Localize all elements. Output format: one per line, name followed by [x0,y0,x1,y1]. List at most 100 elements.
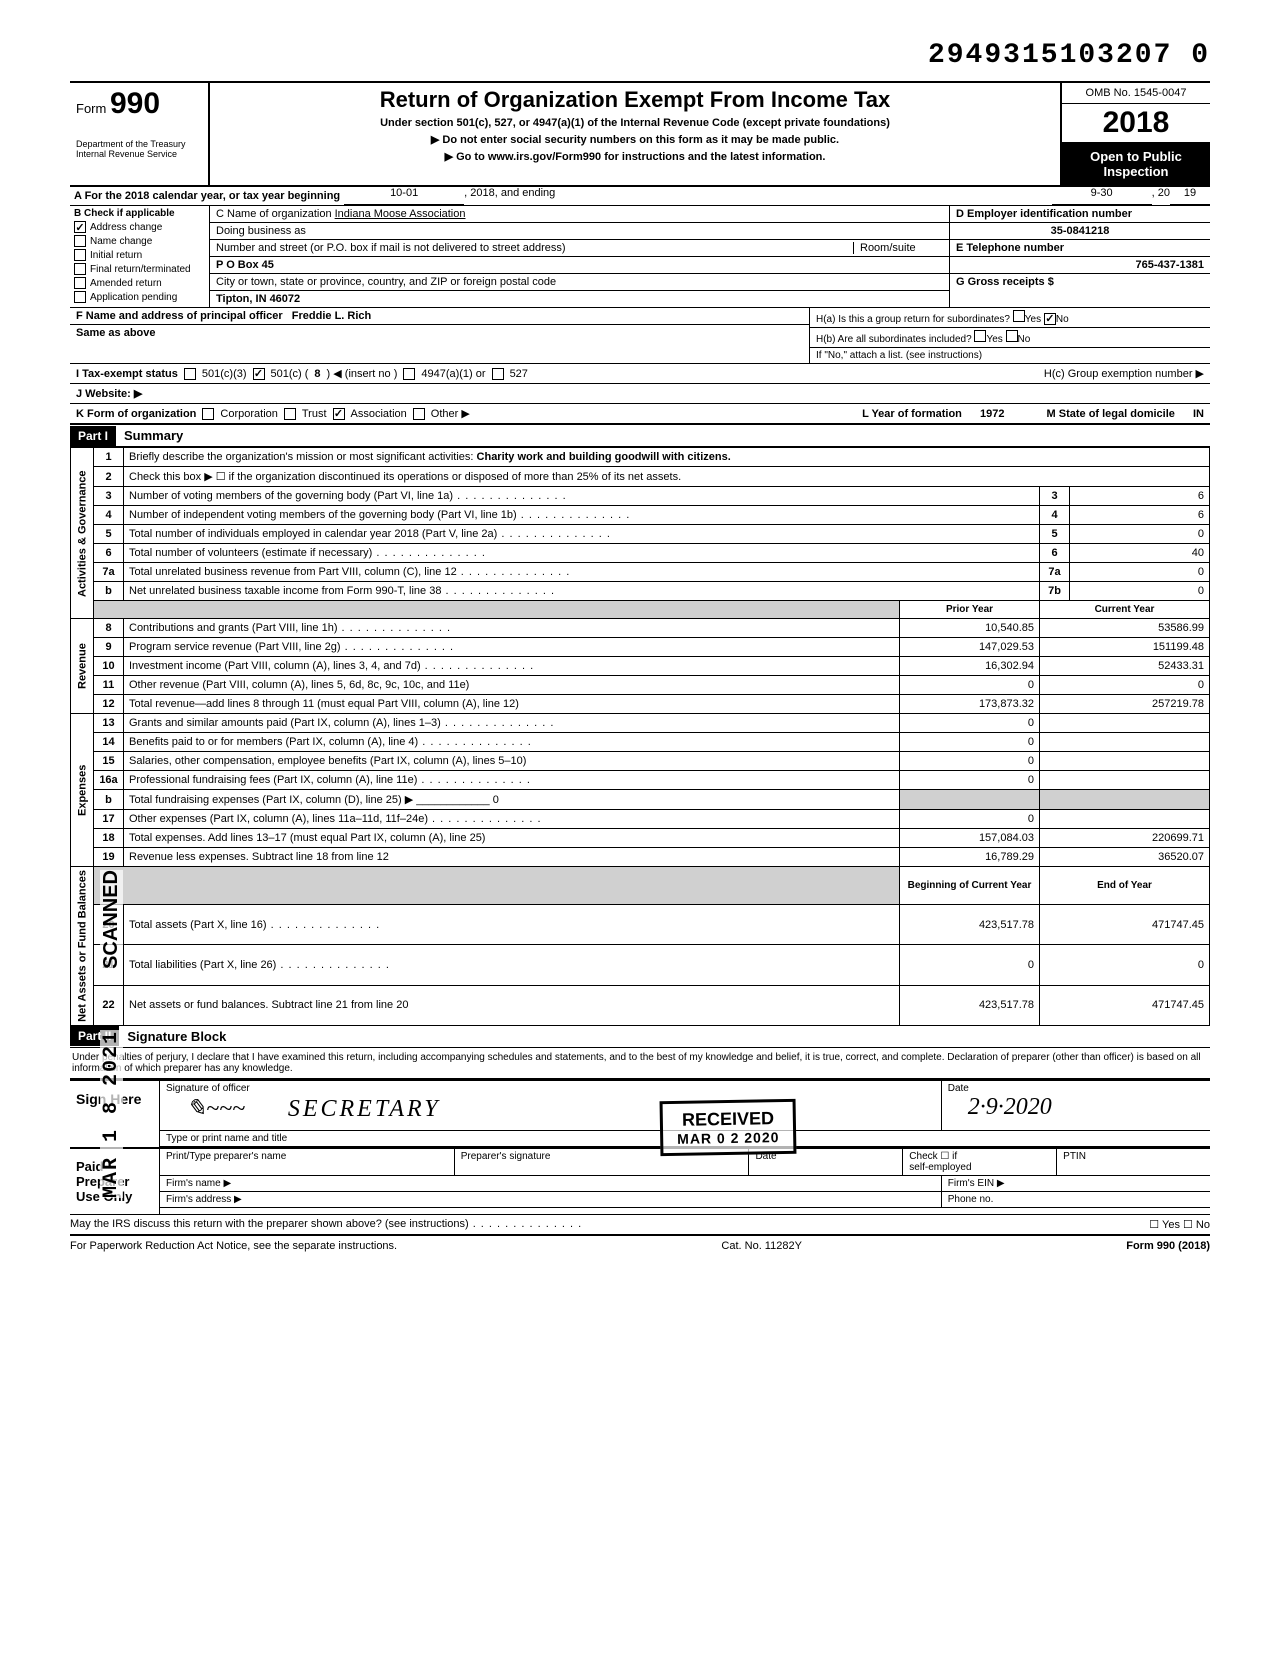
501c-num: 8 [314,368,320,380]
l-value: 1972 [980,408,1004,420]
fy-end: 9-30 [1052,187,1152,205]
side-net-assets: Net Assets or Fund Balances [71,867,94,1026]
part1-header-row: Part I Summary [70,425,1210,447]
phone-label: E Telephone number [950,240,1210,257]
line16b-text: Total fundraising expenses (Part IX, col… [124,790,900,810]
firm-ein-label: Firm's EIN ▶ [942,1176,1210,1191]
ha-no[interactable]: ✓ [1044,313,1056,325]
row-j-label: J Website: ▶ [76,387,142,400]
perjury-statement: Under penalties of perjury, I declare th… [70,1048,1210,1079]
form-header: Form 990 Department of the Treasury Inte… [70,81,1210,187]
hb-label: H(b) Are all subordinates included? [816,334,972,345]
form-note-url: ▶ Go to www.irs.gov/Form990 for instruct… [216,150,1054,163]
line3-text: Number of voting members of the governin… [124,487,1040,506]
hb-no[interactable] [1006,330,1018,342]
line8-prior: 10,540.85 [900,619,1040,638]
officer-same: Same as above [70,325,809,341]
firm-name-label: Firm's name ▶ [160,1176,942,1191]
line20-text: Total assets (Part X, line 16) [124,905,900,945]
line5-val: 0 [1070,525,1210,544]
stamp-received-date: MAR 0 2 2020 [677,1129,780,1147]
chk-initial-return[interactable]: Initial return [74,249,205,261]
ein-label: D Employer identification number [950,206,1210,223]
footer-mid: Cat. No. 11282Y [721,1240,802,1252]
omb-number: OMB No. 1545-0047 [1062,83,1210,104]
side-revenue: Revenue [71,619,94,714]
side-expenses: Expenses [71,714,94,867]
col-b-header: B Check if applicable [74,208,205,219]
gross-receipts-label: G Gross receipts $ [950,274,1210,290]
line7b-text: Net unrelated business taxable income fr… [124,582,1040,601]
line8-curr: 53586.99 [1040,619,1210,638]
page-footer: For Paperwork Reduction Act Notice, see … [70,1236,1210,1256]
city-value: Tipton, IN 46072 [210,291,949,307]
line9-text: Program service revenue (Part VIII, line… [124,638,900,657]
stamp-scanned: SCANNED [100,870,123,969]
firm-addr-label: Firm's address ▶ [160,1192,942,1207]
form-subtitle: Under section 501(c), 527, or 4947(a)(1)… [216,117,1054,129]
row-k-label: K Form of organization [76,408,196,420]
chk-name-change[interactable]: Name change [74,235,205,247]
chk-amended[interactable]: Amended return [74,277,205,289]
org-name-label: C Name of organization [216,208,332,220]
chk-assoc[interactable]: ✓ [333,408,345,420]
footer-left: For Paperwork Reduction Act Notice, see … [70,1240,397,1252]
chk-trust[interactable] [284,408,296,420]
city-label: City or town, state or province, country… [210,274,949,291]
summary-table: Activities & Governance 1 Briefly descri… [70,447,1210,1026]
form-title: Return of Organization Exempt From Incom… [216,87,1054,113]
end-year-hdr: End of Year [1040,867,1210,905]
line7b-val: 0 [1070,582,1210,601]
dept-irs: Internal Revenue Service [76,149,202,159]
col-c: C Name of organization Indiana Moose Ass… [210,206,950,307]
line17-text: Other expenses (Part IX, column (A), lin… [124,810,900,829]
chk-address-change[interactable]: ✓Address change [74,221,205,233]
part1-title: Summary [116,425,191,446]
line13-text: Grants and similar amounts paid (Part IX… [124,714,900,733]
line6-val: 40 [1070,544,1210,563]
rows-ijk: I Tax-exempt status 501(c)(3) ✓ 501(c) (… [70,364,1210,425]
line10-text: Investment income (Part VIII, column (A)… [124,657,900,676]
sig-officer-label: Signature of officer [166,1083,935,1094]
hb-yes[interactable] [974,330,986,342]
chk-corp[interactable] [202,408,214,420]
line7a-val: 0 [1070,563,1210,582]
sig-title: SECRETARY [268,1096,461,1122]
discuss-question: May the IRS discuss this return with the… [70,1218,582,1231]
discuss-yn[interactable]: ☐ Yes ☐ No [1149,1218,1210,1231]
m-value: IN [1193,408,1204,420]
line11-text: Other revenue (Part VIII, column (A), li… [124,676,900,695]
officer-label: F Name and address of principal officer [76,310,283,322]
row-fh: F Name and address of principal officer … [70,308,1210,364]
chk-4947[interactable] [403,368,415,380]
line5-text: Total number of individuals employed in … [124,525,1040,544]
chk-application-pending[interactable]: Application pending [74,291,205,303]
chk-501c3[interactable] [184,368,196,380]
current-year-hdr: Current Year [1040,601,1210,619]
line22-text: Net assets or fund balances. Subtract li… [124,985,900,1025]
begin-year-hdr: Beginning of Current Year [900,867,1040,905]
chk-527[interactable] [492,368,504,380]
fy-end-year: 19 [1170,187,1210,205]
line2-text: Check this box ▶ ☐ if the organization d… [124,467,1210,487]
col-b: B Check if applicable ✓Address change Na… [70,206,210,307]
block-bcde: B Check if applicable ✓Address change Na… [70,206,1210,308]
line16a-text: Professional fundraising fees (Part IX, … [124,771,900,790]
part2-header-row: Part II Signature Block [70,1026,1210,1048]
prep-self-emp-b: self-employed [909,1162,1050,1173]
top-doc-number: 2949315103207 0 [70,40,1210,71]
line14-text: Benefits paid to or for members (Part IX… [124,733,900,752]
ha-yes[interactable] [1013,310,1025,322]
chk-501c[interactable]: ✓ [253,368,265,380]
room-label: Room/suite [853,242,943,254]
chk-other[interactable] [413,408,425,420]
street-label: Number and street (or P.O. box if mail i… [216,242,853,254]
form-label: Form [76,101,106,116]
stamp-date-2021: MAR 1 8 2021 [100,1030,123,1198]
org-name: Indiana Moose Association [335,208,466,220]
prep-name-label: Print/Type preparer's name [160,1149,455,1175]
line7a-text: Total unrelated business revenue from Pa… [124,563,1040,582]
ein-value: 35-0841218 [950,223,1210,240]
dba-label: Doing business as [210,223,949,240]
chk-final-return[interactable]: Final return/terminated [74,263,205,275]
